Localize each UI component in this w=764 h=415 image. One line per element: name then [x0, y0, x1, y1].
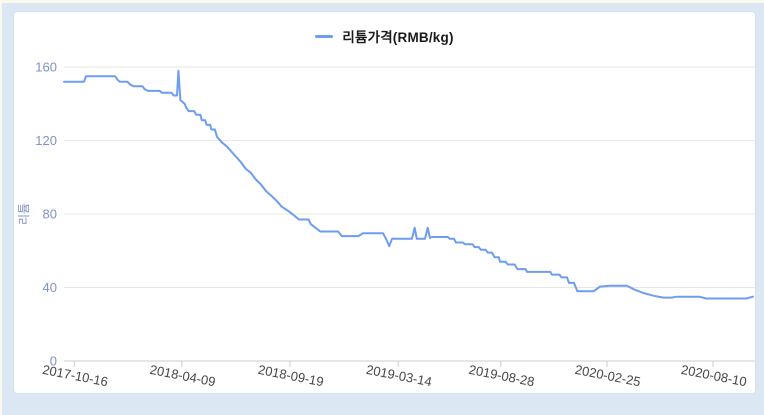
chart-widget-frame: 2017-10-16 2018-04-09 2018-09-19 2019-03-14…: [2, 3, 764, 415]
legend-line-marker: [315, 34, 334, 38]
price-line-series: [63, 69, 754, 300]
y-axis-title: 리튬: [17, 203, 31, 225]
x-axis-tick-label: 2019-08-28: [468, 362, 536, 389]
x-axis-tick-label: 2020-08-10: [680, 362, 748, 389]
y-axis-tick-label: 120: [35, 133, 57, 148]
chart-panel: 2017-10-16 2018-04-09 2018-09-19 2019-03-14…: [14, 12, 755, 393]
line-chart-canvas[interactable]: 2017-10-16 2018-04-09 2018-09-19 2019-03-14…: [14, 12, 755, 393]
x-axis-tick-label: 2018-04-09: [149, 362, 217, 389]
legend-label: 리튬가격(RMB/kg): [342, 30, 454, 45]
y-axis-tick-label: 40: [43, 280, 57, 295]
x-axis-tick-label: 2020-02-25: [574, 362, 642, 389]
x-axis-tick-label: 2019-03-14: [365, 362, 433, 389]
y-axis-tick-label: 160: [35, 60, 57, 75]
y-axis-tick-label: 80: [43, 207, 57, 222]
y-axis-tick-label: 0: [50, 354, 57, 369]
x-axis-tick-label: 2018-09-19: [257, 362, 325, 389]
legend-item-lithium-price[interactable]: 리튬가격(RMB/kg): [315, 26, 453, 46]
legend: 리튬가격(RMB/kg): [14, 26, 755, 46]
